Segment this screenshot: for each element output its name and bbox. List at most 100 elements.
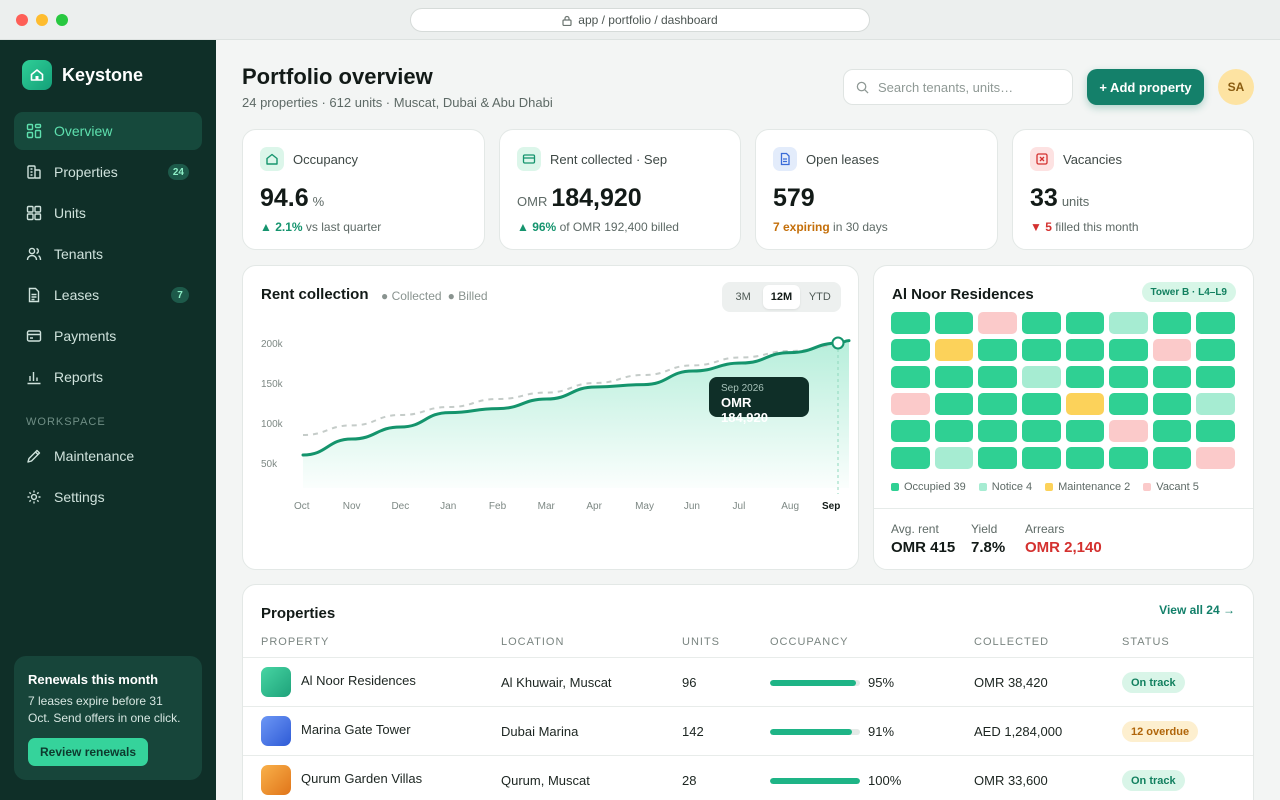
unit-cell[interactable] (1065, 420, 1105, 442)
view-all-link[interactable]: View all 24 → (1159, 603, 1235, 617)
unit-cell[interactable] (891, 447, 930, 469)
series-billed-line (302, 344, 840, 436)
range-option-3m[interactable]: 3M (735, 291, 751, 303)
add-property-button[interactable]: + Add property (1087, 69, 1204, 105)
unit-cell[interactable] (1196, 447, 1235, 469)
y-tick-label: 200k (261, 339, 284, 350)
unit-cell[interactable] (1021, 393, 1061, 415)
table-row[interactable]: Al Noor Residences Al Khuwair, Muscat 96… (243, 657, 1253, 706)
nav-leases[interactable]: Leases 7 (14, 276, 202, 314)
unit-cell[interactable] (934, 393, 974, 415)
property-unit-map-card: Al Noor Residences Tower B · L4–L9 Occup… (873, 265, 1254, 570)
nav-label: Payments (54, 328, 117, 344)
unit-cell[interactable] (978, 312, 1017, 334)
unit-cell[interactable] (1109, 393, 1148, 415)
avatar[interactable]: SA (1218, 69, 1254, 105)
unit-cell[interactable] (978, 366, 1017, 388)
unit-cell[interactable] (1152, 447, 1192, 469)
nav-units[interactable]: Units (14, 194, 202, 232)
nav-label: Overview (54, 123, 113, 139)
unit-cell[interactable] (1109, 447, 1148, 469)
kpi-rent-collected-card: Rent collected · Sep OMR 184,920 ▲ 96% of… (499, 129, 741, 250)
legend-billed: ● Billed (447, 289, 488, 303)
nav-maintenance[interactable]: Maintenance (14, 437, 202, 475)
unit-cell[interactable] (1196, 393, 1235, 415)
nav-reports[interactable]: Reports (14, 358, 202, 396)
column-header[interactable]: UNITS (682, 636, 720, 648)
chart-title: Rent collection (261, 286, 369, 303)
unit-cell[interactable] (978, 447, 1017, 469)
address-bar[interactable]: app / portfolio / dashboard (410, 8, 870, 32)
unit-cell[interactable] (934, 420, 974, 442)
legend-vacant: Vacant 5 (1143, 481, 1199, 493)
unit-cell[interactable] (1152, 312, 1192, 334)
close-window-button[interactable] (16, 14, 28, 26)
nav-payments[interactable]: Payments (14, 317, 202, 355)
nav-tenants[interactable]: Tenants (14, 235, 202, 273)
table-row[interactable]: Qurum Garden Villas Qurum, Muscat 28 100… (243, 755, 1253, 800)
kpi-label: Open leases (806, 152, 879, 167)
unit-cell[interactable] (1065, 366, 1105, 388)
x-tick-label: Mar (538, 501, 556, 512)
unit-cell[interactable] (1152, 339, 1192, 361)
unit-cell[interactable] (1065, 393, 1105, 415)
nav-properties[interactable]: Properties 24 (14, 153, 202, 191)
unit-cell[interactable] (978, 420, 1017, 442)
unit-cell[interactable] (978, 339, 1017, 361)
unit-cell[interactable] (1196, 339, 1235, 361)
review-renewals-button[interactable]: Review renewals (28, 738, 149, 766)
home-logo-icon (22, 60, 52, 90)
brand-name: Keystone (62, 64, 144, 85)
maximize-window-button[interactable] (56, 14, 68, 26)
unit-cell[interactable] (1021, 366, 1061, 388)
table-row[interactable]: Marina Gate Tower Dubai Marina 142 91% A… (243, 706, 1253, 755)
column-header[interactable]: PROPERTY (261, 636, 330, 648)
unit-cell[interactable] (1196, 366, 1235, 388)
unit-cell[interactable] (1109, 339, 1148, 361)
unit-cell[interactable] (978, 393, 1017, 415)
unit-cell[interactable] (1021, 447, 1061, 469)
property-units: 28 (682, 773, 697, 788)
collected-amount: AED 1,284,000 (974, 724, 1063, 739)
y-tick-label: 100k (261, 419, 284, 430)
unit-cell[interactable] (1021, 339, 1061, 361)
nav-overview[interactable]: Overview (14, 112, 202, 150)
column-header[interactable]: COLLECTED (974, 636, 1050, 648)
unit-cell[interactable] (934, 312, 974, 334)
card-icon (517, 147, 541, 171)
unit-cell[interactable] (934, 366, 974, 388)
column-header[interactable]: LOCATION (501, 636, 565, 648)
search-input[interactable]: Search tenants, units… (843, 69, 1073, 105)
nav-settings[interactable]: Settings (14, 478, 202, 516)
count-badge: 24 (167, 164, 189, 180)
column-header[interactable]: STATUS (1122, 636, 1170, 648)
unit-cell[interactable] (891, 339, 930, 361)
unit-cell[interactable] (1109, 366, 1148, 388)
unit-cell[interactable] (934, 339, 974, 361)
unit-cell[interactable] (1065, 339, 1105, 361)
unit-cell[interactable] (1152, 420, 1192, 442)
unit-cell[interactable] (891, 312, 930, 334)
brand[interactable]: Keystone (22, 60, 143, 90)
unit-cell[interactable] (1109, 312, 1148, 334)
unit-cell[interactable] (934, 447, 974, 469)
unit-cell[interactable] (1065, 312, 1105, 334)
range-option-12m[interactable]: 12M (763, 285, 800, 309)
unit-cell[interactable] (891, 420, 930, 442)
unit-cell[interactable] (1196, 420, 1235, 442)
x-tick-label: Feb (489, 501, 507, 512)
unit-cell[interactable] (1065, 447, 1105, 469)
minimize-window-button[interactable] (36, 14, 48, 26)
unit-cell[interactable] (1021, 312, 1061, 334)
unit-cell[interactable] (891, 366, 930, 388)
unit-cell[interactable] (891, 393, 930, 415)
property-name: Marina Gate Tower (301, 722, 411, 737)
unit-cell[interactable] (1021, 420, 1061, 442)
unit-cell[interactable] (1152, 366, 1192, 388)
unit-cell[interactable] (1152, 393, 1192, 415)
unit-cell[interactable] (1109, 420, 1148, 442)
gear-icon (27, 490, 41, 504)
unit-cell[interactable] (1196, 312, 1235, 334)
column-header[interactable]: OCCUPANCY (770, 636, 849, 648)
range-option-ytd[interactable]: YTD (808, 291, 831, 303)
